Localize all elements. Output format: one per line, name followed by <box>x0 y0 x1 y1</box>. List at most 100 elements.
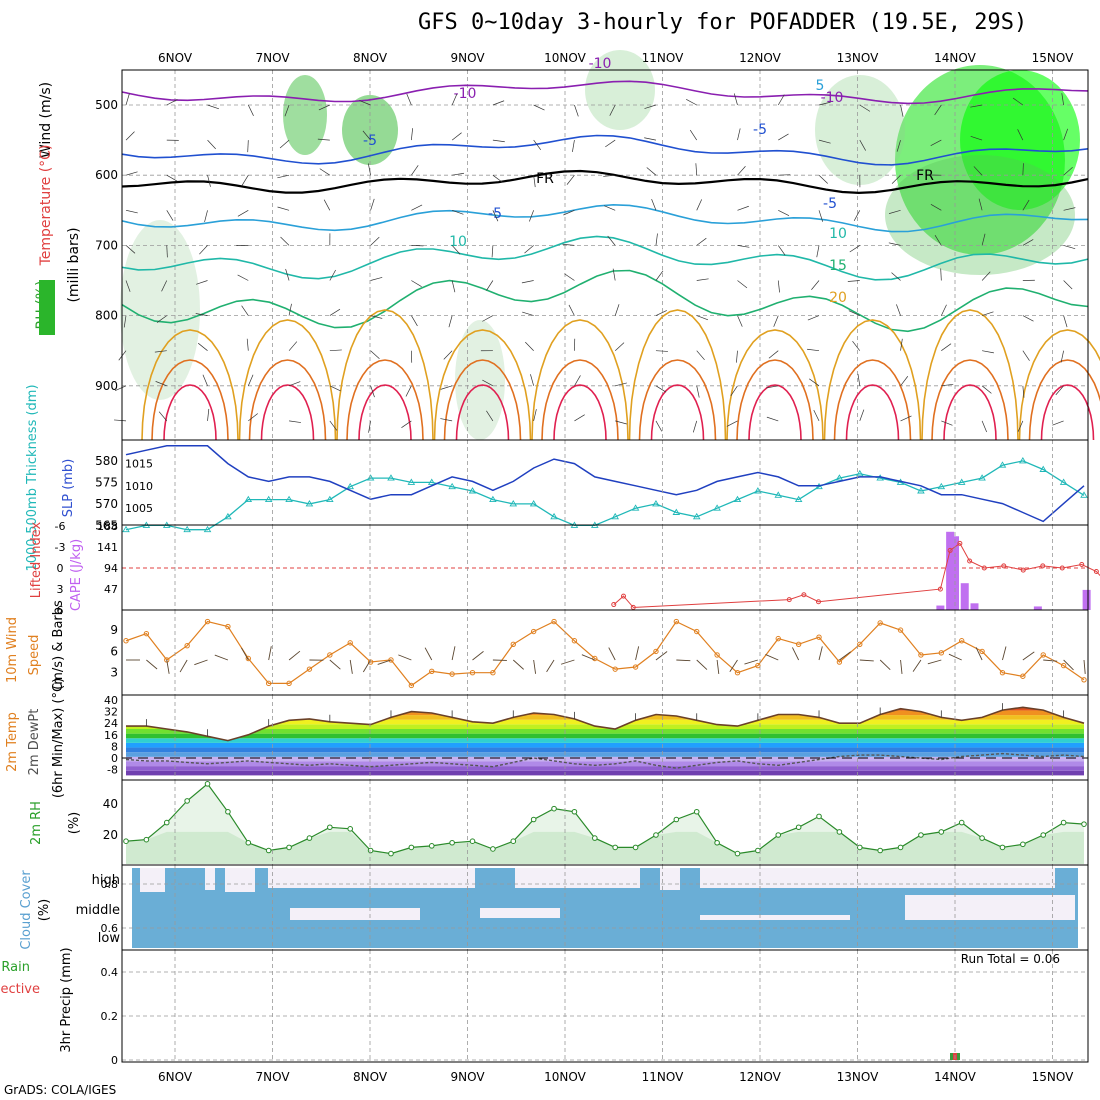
wind-ylabel: (m/s) & Barbs <box>51 600 66 690</box>
isotherm-freezing <box>121 169 1089 195</box>
wind-speed-marker <box>938 650 945 656</box>
wind-barb <box>737 280 748 289</box>
wind-barb <box>277 206 290 211</box>
wind-barb <box>440 418 453 422</box>
surface-wind-barb <box>377 659 392 665</box>
wind-barb <box>655 310 667 316</box>
wind-barb <box>195 313 208 316</box>
wind-barb <box>362 130 371 141</box>
wind-speed-marker <box>632 664 639 670</box>
wind-barb <box>807 348 820 352</box>
wind-barb <box>204 210 208 223</box>
surface-wind-barb <box>179 659 188 673</box>
2m-rh-marker <box>693 808 700 815</box>
wind-barb <box>973 166 983 176</box>
bottom-date-label: 13NOV <box>837 1070 879 1084</box>
wind-barb <box>1060 350 1064 363</box>
cloud-level-label: middle <box>76 903 120 918</box>
wind-barb <box>859 409 865 422</box>
wind-barb <box>125 93 130 106</box>
isotherm-25 <box>736 359 814 441</box>
wind-barb <box>686 98 697 106</box>
wind-barb <box>816 245 820 258</box>
pressure-tick-label: 900 <box>95 379 118 393</box>
wind-barb <box>574 414 585 422</box>
thickness-marker <box>1080 491 1088 498</box>
surface-wind-barb <box>398 654 412 661</box>
wind-barb <box>522 311 534 316</box>
wind-barb <box>696 350 705 361</box>
wind-barb <box>692 420 698 433</box>
upper-air-ylabel: (milli bars) <box>66 227 82 302</box>
wind-barb <box>241 305 249 316</box>
thickness-marker <box>244 495 253 503</box>
wind-barb <box>156 315 167 323</box>
thickness-marker <box>224 512 232 520</box>
2m-rh-marker <box>1020 841 1026 848</box>
slp-tick-label: 1015 <box>125 458 153 471</box>
wind-barb <box>125 245 136 254</box>
cloud-gap <box>700 868 1055 888</box>
rh-shading <box>283 75 327 155</box>
wind-barb <box>370 350 380 360</box>
2m-rh-marker <box>490 846 496 852</box>
thickness-marker <box>978 474 986 481</box>
isotherm-label: -5 <box>753 122 767 138</box>
upper-air-ylabel: Wind (m/s) <box>38 82 54 158</box>
wind-barb <box>288 303 292 316</box>
wind-barb <box>655 233 658 246</box>
2m-rh-marker <box>163 819 170 826</box>
isotherm-25 <box>833 359 912 441</box>
2m-rh-marker <box>184 798 190 804</box>
wind-barb <box>248 413 258 422</box>
wind-barb <box>207 104 220 110</box>
thickness-marker <box>448 482 456 490</box>
2m-rh-marker <box>143 836 150 843</box>
wind-speed-marker <box>1081 677 1087 683</box>
wind-barb <box>370 277 383 281</box>
wind-barb <box>401 420 412 428</box>
2m-rh-marker <box>123 838 129 845</box>
wind-barb <box>452 209 464 215</box>
wind-speed-marker <box>673 618 680 625</box>
isotherm-25 <box>151 359 229 441</box>
lifted-index-marker <box>621 593 626 599</box>
cloud-gap <box>140 868 165 892</box>
2m-rh-marker <box>755 847 761 854</box>
wind-barb <box>572 140 575 152</box>
temp-tick-label: -8 <box>107 764 118 777</box>
wind-barb <box>853 210 861 222</box>
wind-barb <box>852 340 861 351</box>
precip-ylabel: Convective <box>0 982 40 997</box>
wind-speed-marker <box>979 648 985 655</box>
isotherm-label: -10 <box>589 56 612 72</box>
wind-barb <box>207 408 210 421</box>
wind-barb <box>451 245 461 255</box>
surface-wind-barb <box>839 651 851 661</box>
wind-speed-marker <box>184 643 190 649</box>
wind-barb <box>1022 315 1034 322</box>
thickness-marker <box>366 474 375 481</box>
wind-barb <box>202 374 208 386</box>
wind-barb <box>370 198 375 211</box>
wind-speed-marker <box>694 628 700 635</box>
wind-barb <box>941 343 952 351</box>
isotherm-label: 10 <box>449 234 467 250</box>
wind-barb <box>811 280 820 290</box>
top-date-label: 11NOV <box>642 51 684 65</box>
wind-barb <box>246 338 249 351</box>
lifted-index-marker <box>937 586 943 592</box>
wind-barb <box>859 104 871 112</box>
2m-rh-marker <box>428 843 435 849</box>
wind-barb <box>981 385 992 394</box>
wind-barb <box>768 350 779 359</box>
wind-barb <box>125 280 131 292</box>
wind-barb <box>848 310 860 316</box>
thickness-marker <box>407 478 416 485</box>
lifted-index-marker <box>1001 563 1007 569</box>
precip-panel <box>121 949 1089 1063</box>
wind-barb <box>737 128 741 141</box>
wind-barb <box>934 235 942 246</box>
stability-ylabel: CAPE (J/kg) <box>69 539 84 611</box>
